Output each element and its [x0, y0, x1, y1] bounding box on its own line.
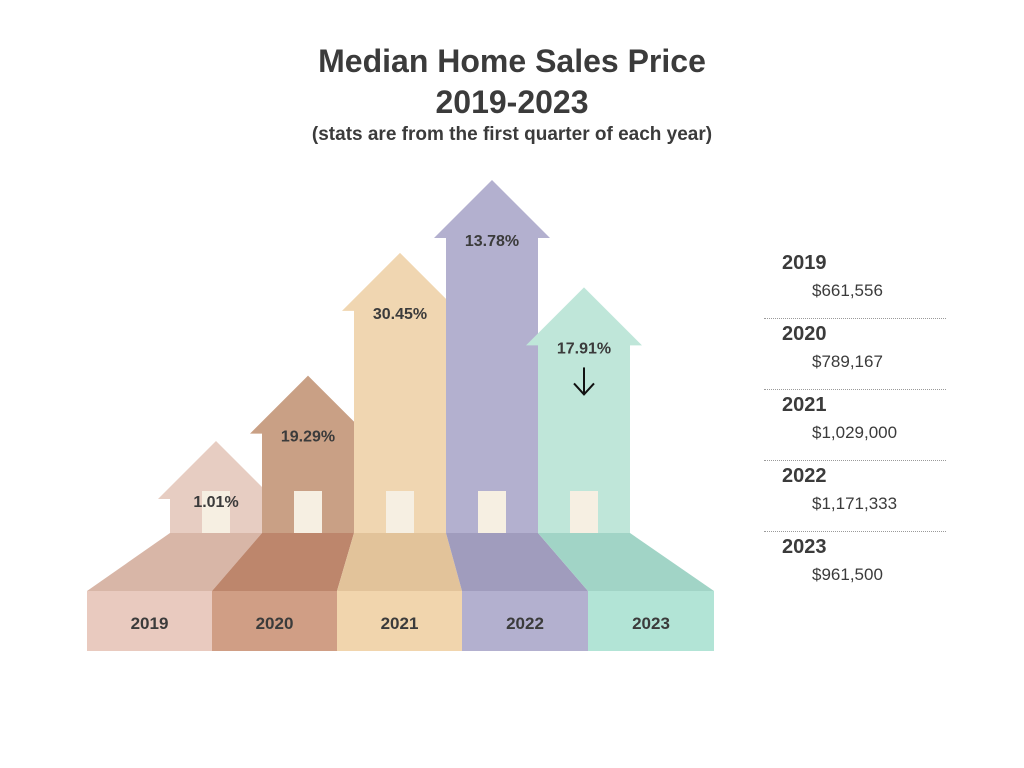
door-2020 — [294, 491, 322, 533]
arrow-2020 — [250, 375, 366, 533]
base-slope-2023 — [538, 533, 714, 591]
year-label-2019: 2019 — [131, 614, 169, 633]
price-item-2020: 2020 $789,167 — [764, 318, 946, 389]
percent-label-2023: 17.91% — [557, 340, 611, 357]
price-item-2019: 2019 $661,556 — [764, 248, 946, 318]
price-item-value: $789,167 — [812, 352, 883, 371]
price-item-value: $1,171,333 — [812, 494, 898, 513]
door-2022 — [478, 491, 506, 533]
year-label-2021: 2021 — [381, 614, 419, 633]
year-block-2021 — [337, 591, 462, 651]
door-2019 — [202, 491, 230, 533]
door-2023 — [570, 491, 598, 533]
chart-note: (stats are from the first quarter of eac… — [311, 124, 713, 145]
percent-label-2021: 30.45% — [373, 306, 427, 323]
price-list: 2019 $661,556 2020 $789,167 2021 $1,029,… — [764, 248, 946, 602]
price-item-year: 2021 — [782, 394, 827, 416]
year-block-2023 — [588, 591, 714, 651]
price-item-year: 2023 — [782, 536, 827, 558]
chart-title: Median Home Sales Price — [318, 43, 706, 79]
price-item-year: 2022 — [782, 465, 827, 487]
year-label-2020: 2020 — [256, 614, 294, 633]
base-slope-2022 — [446, 533, 588, 591]
price-item-value: $961,500 — [812, 565, 883, 584]
arrow-2019 — [158, 441, 274, 533]
year-block-2019 — [87, 591, 212, 651]
arrow-2021 — [342, 252, 458, 533]
base-slope-2021 — [337, 533, 462, 591]
price-item-2022: 2022 $1,171,333 — [764, 460, 946, 531]
year-block-2020 — [212, 591, 337, 651]
down-arrow-icon — [573, 382, 595, 396]
year-label-2022: 2022 — [506, 614, 544, 633]
year-label-2023: 2023 — [632, 614, 670, 633]
chart-subtitle: 2019-2023 — [435, 84, 589, 120]
door-2021 — [386, 491, 414, 533]
percent-label-2022: 13.78% — [465, 233, 519, 250]
price-item-value: $1,029,000 — [812, 423, 898, 442]
price-item-2023: 2023 $961,500 — [764, 531, 946, 602]
base-slope-2020 — [212, 533, 354, 591]
base-slope-2019 — [87, 533, 262, 591]
percent-label-2019: 1.01% — [193, 494, 238, 511]
price-item-2021: 2021 $1,029,000 — [764, 389, 946, 460]
price-item-year: 2019 — [782, 252, 827, 274]
arrow-2022 — [434, 180, 550, 533]
price-item-year: 2020 — [782, 323, 827, 345]
arrow-2023 — [526, 287, 642, 533]
percent-label-2020: 19.29% — [281, 429, 335, 446]
price-item-value: $661,556 — [812, 281, 883, 300]
year-block-2022 — [462, 591, 588, 651]
